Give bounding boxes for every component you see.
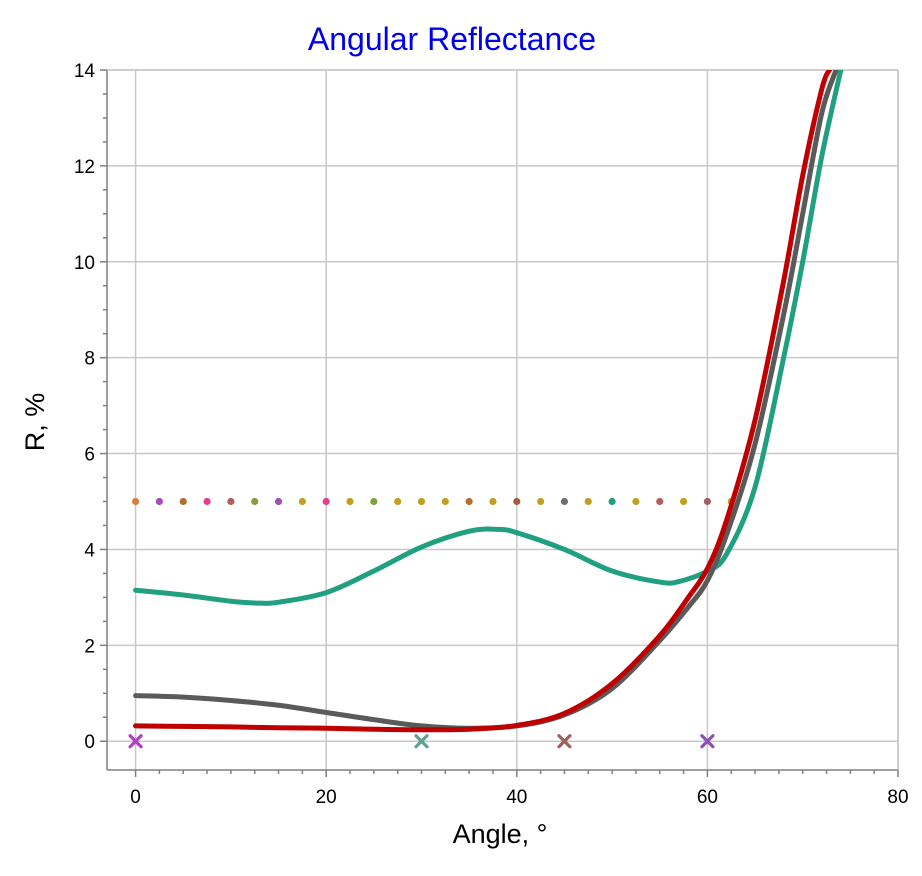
- reference-dot: [179, 497, 187, 506]
- series-lines: [133, 70, 844, 733]
- chart-title: Angular Reflectance: [308, 21, 596, 57]
- reference-dot: [370, 497, 378, 506]
- reference-dot: [679, 497, 688, 506]
- reference-dot: [155, 497, 164, 506]
- reference-dot: [274, 497, 283, 506]
- y-tick-label: 6: [84, 445, 95, 466]
- reference-dot: [322, 497, 330, 506]
- x-tick-label: 80: [887, 787, 908, 808]
- reference-dot: [251, 497, 259, 506]
- reference-dot: [441, 497, 449, 506]
- x-marker: [128, 734, 143, 749]
- reference-dot: [227, 497, 235, 506]
- series-line-1: [133, 70, 844, 606]
- reference-dot: [537, 497, 545, 506]
- reference-dots: [131, 497, 735, 506]
- axes: 0 20 40 60 80 0 2 4 6 8 10 12 14: [74, 61, 909, 808]
- x-marker: [700, 734, 715, 749]
- y-axis-label: R, %: [20, 393, 50, 452]
- reference-dot: [608, 497, 616, 506]
- reference-dot: [465, 497, 473, 506]
- y-tick-label: 10: [74, 253, 95, 274]
- reference-dot: [560, 497, 569, 506]
- reference-dot: [656, 497, 664, 506]
- x-tick-label: 20: [316, 787, 337, 808]
- reference-dot: [703, 497, 711, 506]
- x-marker: [414, 734, 429, 749]
- x-marker: [557, 734, 572, 749]
- reference-dot: [203, 497, 211, 506]
- reference-dot: [298, 497, 306, 506]
- x-tick-label: 0: [130, 787, 141, 808]
- y-tick-label: 8: [84, 349, 95, 370]
- y-tick-label: 14: [74, 61, 96, 82]
- y-tick-label: 0: [84, 732, 95, 753]
- reference-dot: [489, 497, 497, 506]
- reference-dot: [131, 497, 140, 506]
- x-axis-label: Angle, °: [453, 819, 548, 849]
- y-tick-label: 4: [84, 540, 95, 561]
- reference-dot: [632, 497, 640, 506]
- reference-dot: [394, 497, 402, 506]
- reference-dot: [584, 497, 592, 506]
- series-line-2: [133, 70, 839, 731]
- reference-dot: [417, 497, 426, 506]
- series-line-3: [133, 70, 832, 733]
- grid: [107, 69, 899, 770]
- y-tick-label: 12: [74, 157, 95, 178]
- reference-dot: [346, 497, 354, 506]
- reference-dot: [513, 497, 521, 506]
- x-markers: [128, 734, 715, 749]
- x-tick-label: 40: [506, 787, 527, 808]
- y-tick-label: 2: [84, 636, 95, 657]
- x-tick-label: 60: [697, 787, 718, 808]
